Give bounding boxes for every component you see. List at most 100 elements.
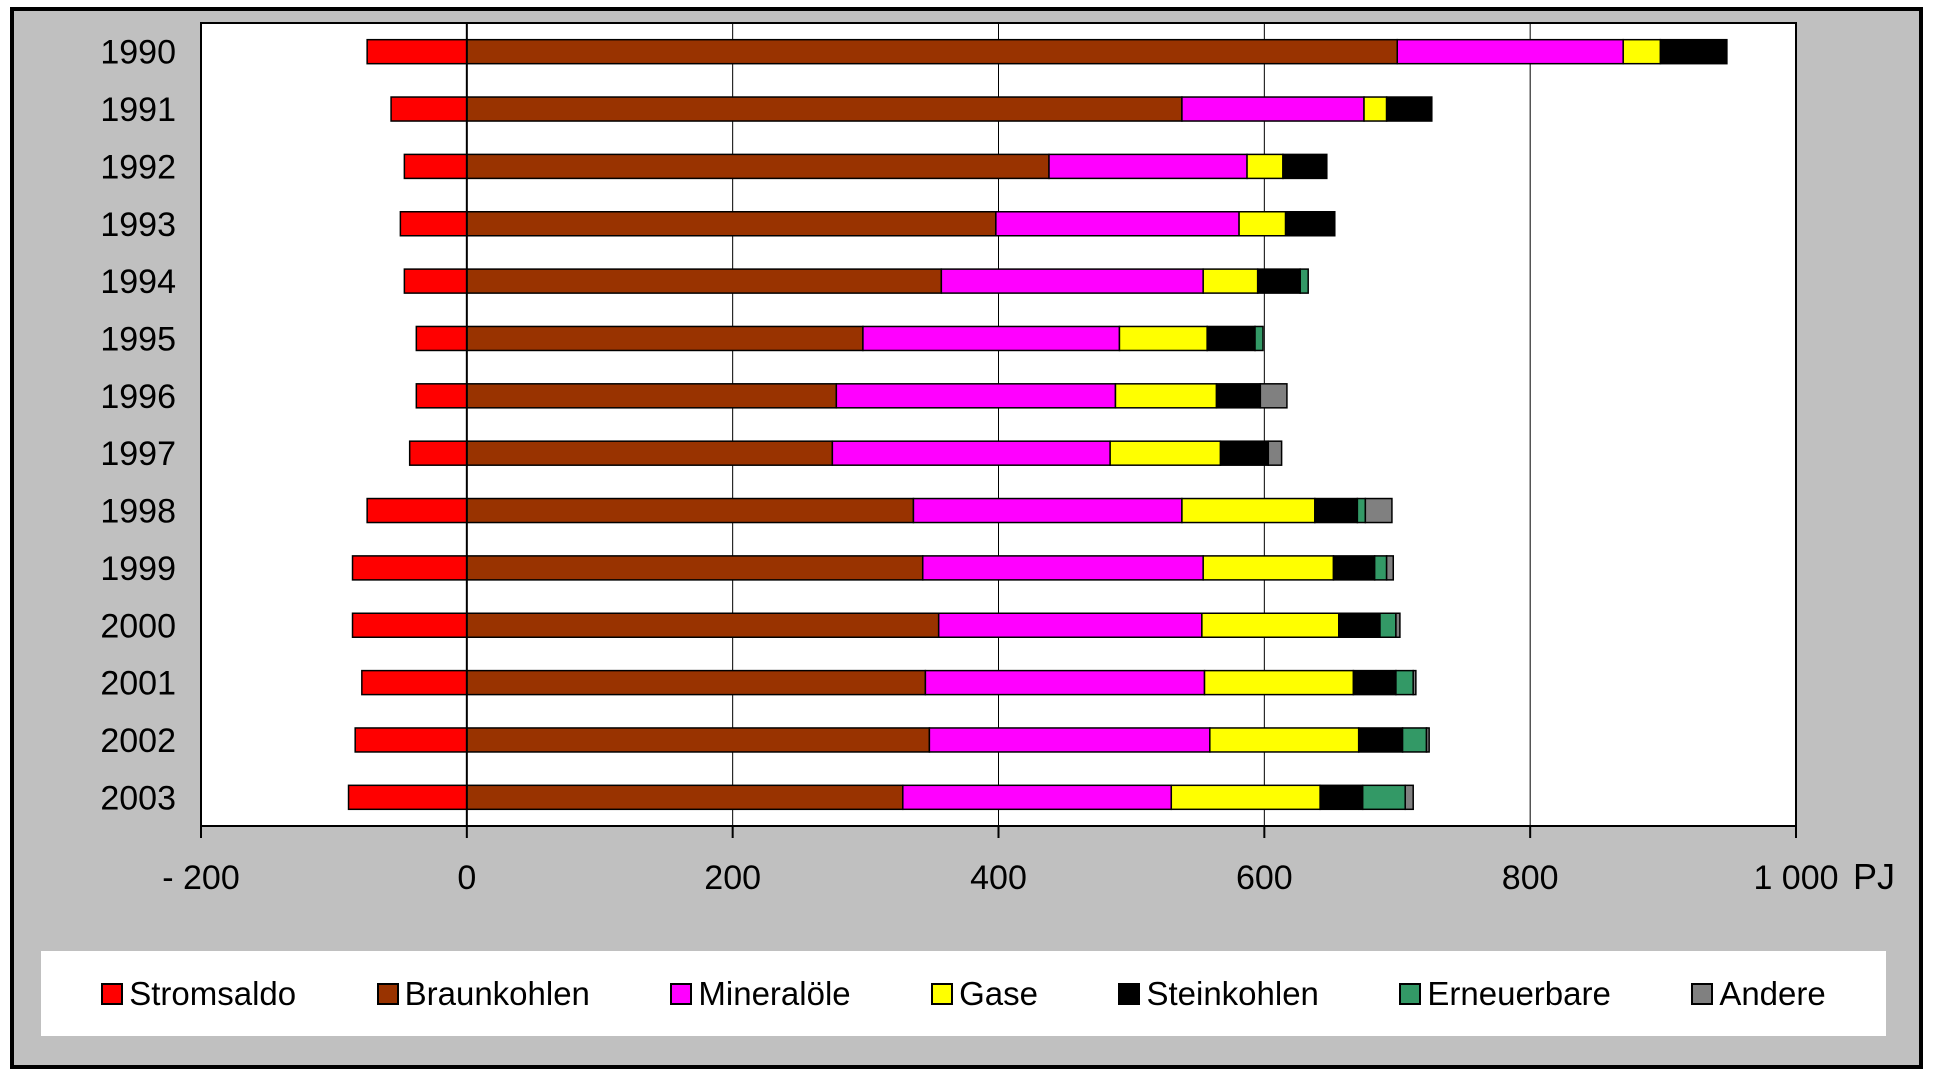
bar-segment [937, 612, 1203, 638]
category-label: 2002 [100, 722, 176, 760]
legend-label: Erneuerbare [1427, 974, 1611, 1012]
bar-segment [1118, 325, 1208, 352]
category-label: 1992 [100, 148, 176, 186]
bar-segment [1364, 497, 1393, 524]
x-tick-label: 800 [1502, 859, 1559, 897]
x-tick-label: - 200 [162, 859, 240, 897]
legend-label: Stromsaldo [129, 974, 297, 1012]
bar-segment [1284, 211, 1336, 237]
bar-segment [466, 153, 1050, 180]
bar-segment [1254, 325, 1264, 352]
category-label: 1998 [100, 493, 176, 531]
bar-segment [1209, 727, 1360, 753]
legend-item: Andere [1691, 974, 1826, 1013]
category-label: 2003 [100, 779, 176, 817]
bar-segment [862, 325, 1121, 352]
bar-segment [466, 211, 997, 237]
bar-segment [1659, 38, 1728, 65]
bar-segment [1352, 669, 1397, 696]
y-axis-labels: 1990 1991 1992 1993 1994 1995 1996 1997 1998 1999… [100, 34, 176, 818]
legend-label: Andere [1719, 974, 1826, 1012]
bar-segment [928, 727, 1211, 753]
legend-label: Mineralöle [698, 974, 851, 1012]
bar-segment [354, 727, 468, 753]
bar-segment [466, 612, 940, 638]
bar-segment [1238, 211, 1287, 237]
legend-item: Steinkohlen [1118, 975, 1319, 1013]
bar-segment [1332, 555, 1376, 581]
category-label: 2000 [100, 607, 176, 645]
bar-segment [1396, 38, 1624, 65]
bar-segment [1201, 612, 1340, 638]
bar-segment [1314, 497, 1359, 524]
bar-segment [1259, 383, 1288, 409]
bar-segment [466, 325, 864, 352]
bar-segment [831, 440, 1111, 466]
bar-segment [351, 555, 468, 581]
x-tick-label: 600 [1236, 859, 1293, 897]
bar-segment [940, 268, 1204, 294]
legend-item: Gase [931, 975, 1038, 1013]
bar-segment [1202, 268, 1259, 294]
bar-segment [995, 211, 1240, 237]
bar-segment [1385, 555, 1395, 581]
bar-segment [466, 497, 915, 524]
bar-segment [366, 497, 468, 524]
legend-swatch [101, 982, 124, 1005]
category-label: 1999 [100, 550, 176, 588]
bar-segment [466, 96, 1183, 122]
bar-segment [1202, 555, 1335, 581]
legend-swatch [376, 982, 399, 1005]
bar-segment [403, 268, 468, 294]
bar-segment [466, 784, 904, 811]
bar-segment [1181, 497, 1316, 524]
bar-segment [1412, 669, 1417, 696]
bar-segment [1203, 669, 1355, 696]
bar-segment [1357, 727, 1404, 753]
bar-segment [1379, 612, 1397, 638]
bar-segment [1385, 96, 1433, 122]
legend-label: Gase [959, 974, 1038, 1012]
bar-segment [1401, 727, 1428, 753]
x-axis-ticks: - 200 0 200 400 600 800 1 000 [162, 826, 1839, 897]
bar-segment [1219, 440, 1270, 466]
legend-label: Braunkohlen [404, 974, 590, 1012]
category-label: 1996 [100, 378, 176, 416]
bar-segment [415, 325, 468, 352]
bar-segment [351, 612, 468, 638]
bar-segment [366, 38, 468, 65]
category-label: 1997 [100, 435, 176, 473]
bar-segment [361, 669, 468, 696]
unit-label: PJ [1853, 856, 1895, 897]
bar-segment [1114, 383, 1218, 409]
bar-segment [1395, 669, 1414, 696]
legend-swatch [1118, 982, 1141, 1005]
bar-segment [1361, 784, 1406, 811]
legend-item: Mineralöle [670, 974, 851, 1013]
bar-segment [1256, 268, 1301, 294]
bar-segment [347, 784, 468, 811]
x-tick-label: 200 [704, 859, 761, 897]
bar-segment [403, 153, 468, 180]
bar-segment [1319, 784, 1364, 811]
legend-swatch [931, 982, 954, 1005]
bar-segment [399, 211, 468, 237]
legend-item: Braunkohlen [376, 974, 590, 1013]
legend-swatch [1691, 982, 1714, 1005]
x-tick-label: 1 000 [1753, 859, 1838, 897]
legend-item: Stromsaldo [101, 975, 296, 1013]
x-tick-label: 400 [970, 859, 1027, 897]
bar-segment [912, 497, 1183, 524]
bar-segment [466, 383, 838, 409]
bar-segment [1622, 38, 1662, 65]
bar-segment [1356, 497, 1367, 524]
bar-segment [1215, 383, 1262, 409]
category-label: 1994 [100, 263, 176, 301]
legend: Stromsaldo Braunkohlen Mineralöle Gase Stein… [41, 951, 1886, 1036]
bar-segment [921, 555, 1204, 581]
bar-segment [924, 669, 1206, 696]
bar-segment [408, 440, 468, 466]
bar-segment [902, 784, 1173, 811]
bar-segment [1048, 153, 1248, 180]
